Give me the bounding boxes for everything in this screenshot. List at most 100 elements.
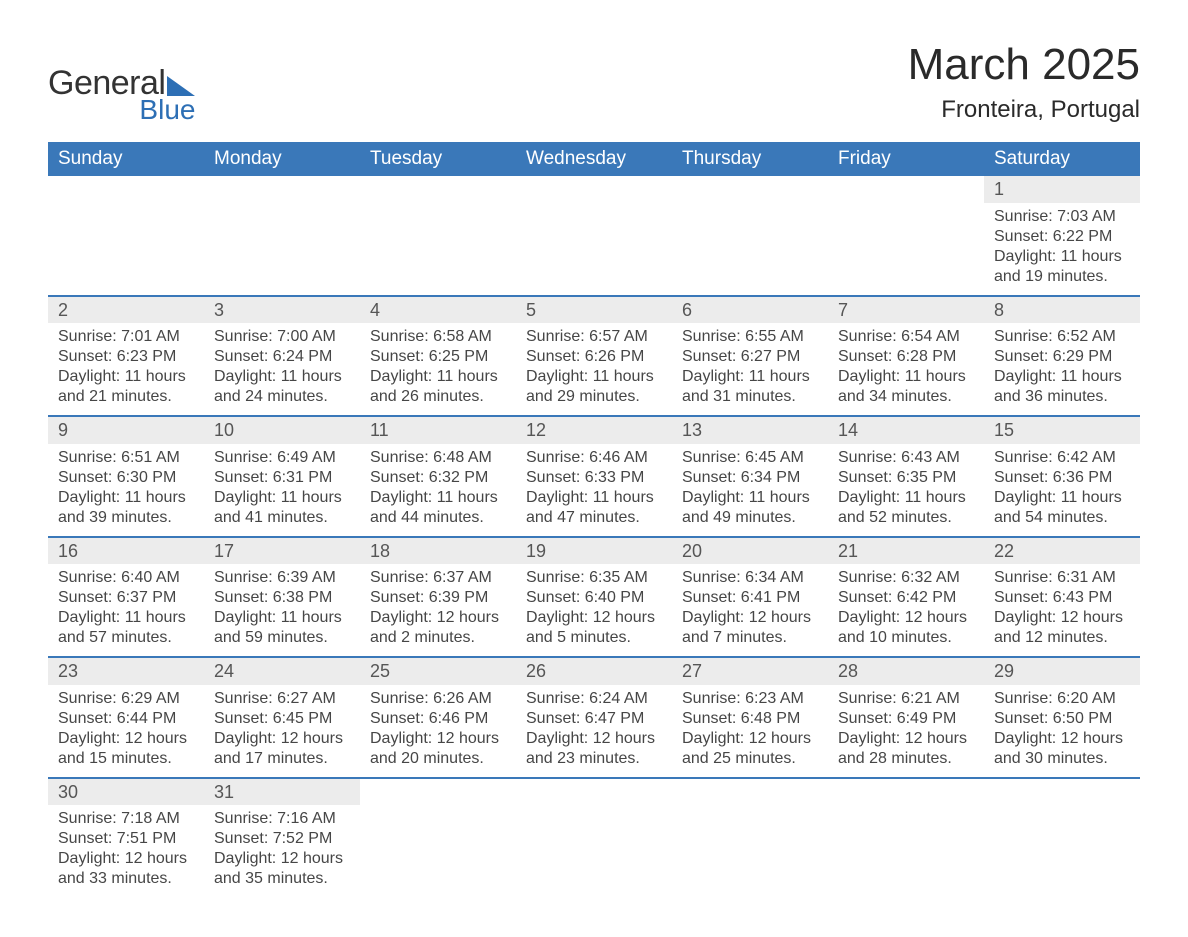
title-block: March 2025 Fronteira, Portugal <box>908 40 1140 124</box>
day-details: Sunrise: 6:40 AMSunset: 6:37 PMDaylight:… <box>48 564 204 657</box>
sunrise-text: Sunrise: 6:20 AM <box>994 689 1130 709</box>
empty-cell <box>828 176 984 203</box>
day-details: Sunrise: 6:23 AMSunset: 6:48 PMDaylight:… <box>672 685 828 778</box>
daylight-text: Daylight: 12 hours and 12 minutes. <box>994 608 1130 648</box>
daynum-row: 9101112131415 <box>48 416 1140 444</box>
day-details: Sunrise: 7:18 AMSunset: 7:51 PMDaylight:… <box>48 805 204 897</box>
day-details: Sunrise: 6:58 AMSunset: 6:25 PMDaylight:… <box>360 323 516 416</box>
day-details: Sunrise: 7:01 AMSunset: 6:23 PMDaylight:… <box>48 323 204 416</box>
day-number: 8 <box>984 296 1140 324</box>
empty-cell <box>984 778 1140 806</box>
daylight-text: Daylight: 11 hours and 41 minutes. <box>214 488 350 528</box>
weekday-header: Friday <box>828 142 984 176</box>
sunrise-text: Sunrise: 6:32 AM <box>838 568 974 588</box>
daylight-text: Daylight: 11 hours and 29 minutes. <box>526 367 662 407</box>
day-details: Sunrise: 6:45 AMSunset: 6:34 PMDaylight:… <box>672 444 828 537</box>
logo-text-blue: Blue <box>124 96 195 124</box>
day-number: 18 <box>360 537 516 565</box>
day-details: Sunrise: 6:43 AMSunset: 6:35 PMDaylight:… <box>828 444 984 537</box>
day-number: 30 <box>48 778 204 806</box>
day-details: Sunrise: 6:48 AMSunset: 6:32 PMDaylight:… <box>360 444 516 537</box>
day-details: Sunrise: 6:46 AMSunset: 6:33 PMDaylight:… <box>516 444 672 537</box>
daylight-text: Daylight: 11 hours and 31 minutes. <box>682 367 818 407</box>
sunset-text: Sunset: 6:47 PM <box>526 709 662 729</box>
sunset-text: Sunset: 6:41 PM <box>682 588 818 608</box>
detail-row: Sunrise: 7:03 AMSunset: 6:22 PMDaylight:… <box>48 203 1140 296</box>
weekday-header: Monday <box>204 142 360 176</box>
sunset-text: Sunset: 6:30 PM <box>58 468 194 488</box>
empty-cell <box>828 778 984 806</box>
sunrise-text: Sunrise: 6:55 AM <box>682 327 818 347</box>
daylight-text: Daylight: 11 hours and 19 minutes. <box>994 247 1130 287</box>
day-details: Sunrise: 6:57 AMSunset: 6:26 PMDaylight:… <box>516 323 672 416</box>
daylight-text: Daylight: 12 hours and 25 minutes. <box>682 729 818 769</box>
daynum-row: 16171819202122 <box>48 537 1140 565</box>
day-number: 27 <box>672 657 828 685</box>
daylight-text: Daylight: 11 hours and 21 minutes. <box>58 367 194 407</box>
day-number: 23 <box>48 657 204 685</box>
day-details: Sunrise: 6:52 AMSunset: 6:29 PMDaylight:… <box>984 323 1140 416</box>
day-number: 14 <box>828 416 984 444</box>
day-number: 26 <box>516 657 672 685</box>
day-details: Sunrise: 6:35 AMSunset: 6:40 PMDaylight:… <box>516 564 672 657</box>
daylight-text: Daylight: 11 hours and 24 minutes. <box>214 367 350 407</box>
weekday-row: SundayMondayTuesdayWednesdayThursdayFrid… <box>48 142 1140 176</box>
sunset-text: Sunset: 7:52 PM <box>214 829 350 849</box>
day-details: Sunrise: 6:42 AMSunset: 6:36 PMDaylight:… <box>984 444 1140 537</box>
sunset-text: Sunset: 7:51 PM <box>58 829 194 849</box>
day-details: Sunrise: 6:54 AMSunset: 6:28 PMDaylight:… <box>828 323 984 416</box>
day-details: Sunrise: 6:31 AMSunset: 6:43 PMDaylight:… <box>984 564 1140 657</box>
daylight-text: Daylight: 12 hours and 17 minutes. <box>214 729 350 769</box>
daylight-text: Daylight: 12 hours and 28 minutes. <box>838 729 974 769</box>
weekday-header: Sunday <box>48 142 204 176</box>
daynum-row: 23242526272829 <box>48 657 1140 685</box>
day-details: Sunrise: 6:49 AMSunset: 6:31 PMDaylight:… <box>204 444 360 537</box>
day-details: Sunrise: 6:32 AMSunset: 6:42 PMDaylight:… <box>828 564 984 657</box>
day-number: 16 <box>48 537 204 565</box>
day-number: 10 <box>204 416 360 444</box>
weekday-header: Thursday <box>672 142 828 176</box>
day-number: 28 <box>828 657 984 685</box>
detail-row: Sunrise: 7:01 AMSunset: 6:23 PMDaylight:… <box>48 323 1140 416</box>
empty-cell <box>516 805 672 897</box>
header: General Blue March 2025 Fronteira, Portu… <box>48 40 1140 124</box>
daylight-text: Daylight: 12 hours and 20 minutes. <box>370 729 506 769</box>
daylight-text: Daylight: 11 hours and 26 minutes. <box>370 367 506 407</box>
daylight-text: Daylight: 12 hours and 33 minutes. <box>58 849 194 889</box>
sunrise-text: Sunrise: 7:16 AM <box>214 809 350 829</box>
sunrise-text: Sunrise: 6:23 AM <box>682 689 818 709</box>
sunset-text: Sunset: 6:35 PM <box>838 468 974 488</box>
sunrise-text: Sunrise: 6:52 AM <box>994 327 1130 347</box>
day-number: 20 <box>672 537 828 565</box>
daylight-text: Daylight: 11 hours and 44 minutes. <box>370 488 506 528</box>
sunrise-text: Sunrise: 7:03 AM <box>994 207 1130 227</box>
logo: General Blue <box>48 66 195 124</box>
day-number: 7 <box>828 296 984 324</box>
weekday-header: Wednesday <box>516 142 672 176</box>
empty-cell <box>360 805 516 897</box>
empty-cell <box>672 203 828 296</box>
day-number: 29 <box>984 657 1140 685</box>
sunrise-text: Sunrise: 6:58 AM <box>370 327 506 347</box>
sunrise-text: Sunrise: 6:42 AM <box>994 448 1130 468</box>
sunrise-text: Sunrise: 6:40 AM <box>58 568 194 588</box>
sunrise-text: Sunrise: 6:34 AM <box>682 568 818 588</box>
sunrise-text: Sunrise: 6:37 AM <box>370 568 506 588</box>
day-details: Sunrise: 6:26 AMSunset: 6:46 PMDaylight:… <box>360 685 516 778</box>
sunset-text: Sunset: 6:27 PM <box>682 347 818 367</box>
daylight-text: Daylight: 11 hours and 39 minutes. <box>58 488 194 528</box>
empty-cell <box>360 778 516 806</box>
sunrise-text: Sunrise: 6:31 AM <box>994 568 1130 588</box>
empty-cell <box>48 203 204 296</box>
day-details: Sunrise: 6:21 AMSunset: 6:49 PMDaylight:… <box>828 685 984 778</box>
sunrise-text: Sunrise: 6:35 AM <box>526 568 662 588</box>
detail-row: Sunrise: 7:18 AMSunset: 7:51 PMDaylight:… <box>48 805 1140 897</box>
day-details: Sunrise: 6:34 AMSunset: 6:41 PMDaylight:… <box>672 564 828 657</box>
empty-cell <box>48 176 204 203</box>
calendar-head: SundayMondayTuesdayWednesdayThursdayFrid… <box>48 142 1140 176</box>
day-details: Sunrise: 6:51 AMSunset: 6:30 PMDaylight:… <box>48 444 204 537</box>
day-details: Sunrise: 6:55 AMSunset: 6:27 PMDaylight:… <box>672 323 828 416</box>
day-number: 1 <box>984 176 1140 203</box>
sunrise-text: Sunrise: 6:29 AM <box>58 689 194 709</box>
sunset-text: Sunset: 6:36 PM <box>994 468 1130 488</box>
